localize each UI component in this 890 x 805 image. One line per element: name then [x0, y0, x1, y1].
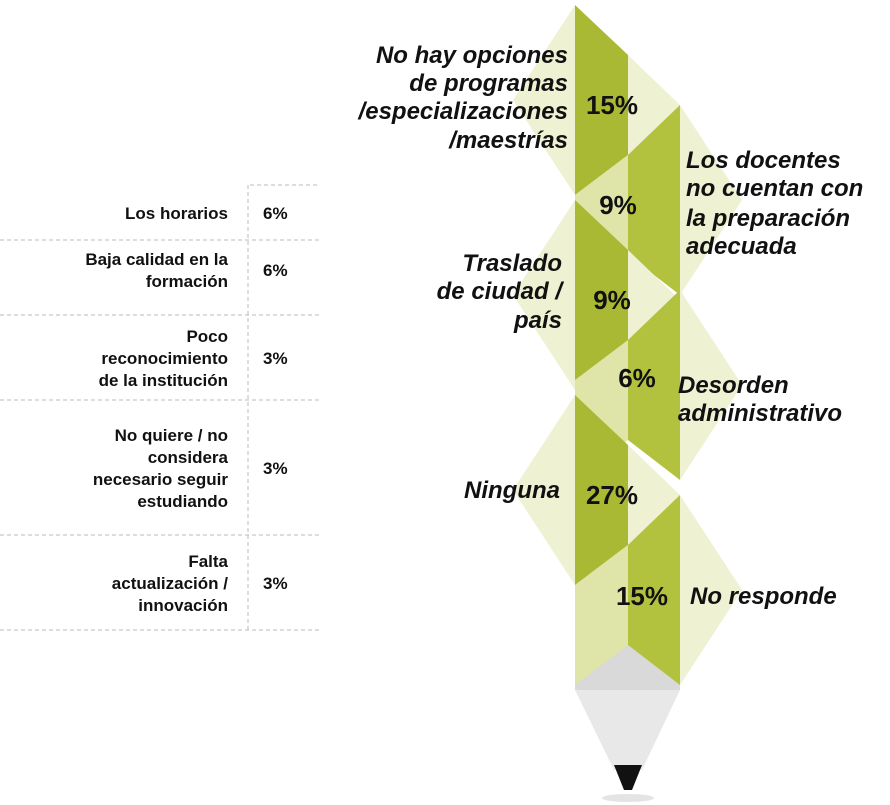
diamond	[680, 290, 742, 480]
row-value: 3%	[263, 349, 288, 368]
row-label: necesario seguir	[93, 470, 229, 489]
row-label: considera	[148, 448, 229, 467]
row-label: estudiando	[137, 492, 228, 511]
segment	[575, 200, 628, 390]
segment-value: 15%	[586, 90, 638, 120]
segment-value: 9%	[593, 285, 631, 315]
segment-label: Traslado	[462, 250, 562, 277]
segment-label: la preparación	[686, 205, 850, 232]
segment-label: No responde	[690, 583, 837, 610]
segment-label: administrativo	[678, 400, 842, 427]
segment-value: 9%	[599, 190, 637, 220]
segment-label: de ciudad /	[437, 278, 565, 305]
segment-label: de programas	[409, 70, 568, 97]
segment-value: 15%	[616, 581, 668, 611]
diamond	[513, 395, 575, 585]
row-label: de la institución	[99, 371, 228, 390]
segment-label: Ninguna	[464, 477, 560, 504]
row-value: 3%	[263, 459, 288, 478]
segment-label: Los docentes	[686, 147, 841, 174]
segment-label: país	[513, 307, 562, 334]
row-label: formación	[146, 272, 228, 291]
diamond	[513, 200, 575, 390]
diamond	[680, 495, 742, 685]
segment	[575, 395, 628, 585]
row-label: actualización /	[112, 574, 228, 593]
segment	[628, 495, 680, 685]
segment-light	[575, 545, 628, 685]
diamond	[513, 5, 575, 195]
segment	[575, 5, 628, 195]
pencil-cone	[575, 690, 680, 770]
segment-label: /especializaciones	[358, 98, 568, 125]
diamond	[680, 105, 742, 295]
shadow	[602, 794, 654, 802]
row-value: 3%	[263, 574, 288, 593]
row-label: No quiere / no	[115, 426, 228, 445]
row-label: Poco	[186, 327, 228, 346]
row-label: Baja calidad en la	[85, 250, 228, 269]
row-label: reconocimiento	[101, 349, 228, 368]
segment-label: no cuentan con	[686, 175, 863, 202]
segment	[628, 105, 680, 295]
row-value: 6%	[263, 204, 288, 223]
segment-label: /maestrías	[448, 127, 568, 154]
segment-label: adecuada	[686, 233, 797, 260]
row-label: Los horarios	[125, 204, 228, 223]
row-value: 6%	[263, 261, 288, 280]
segment	[628, 290, 680, 480]
segment-value: 6%	[618, 363, 656, 393]
segment-value: 27%	[586, 480, 638, 510]
pencil-tip	[614, 765, 642, 790]
row-label: Falta	[188, 552, 228, 571]
segment-label: No hay opciones	[376, 42, 568, 69]
segment-label: Desorden	[678, 372, 789, 399]
row-label: innovación	[138, 596, 228, 615]
